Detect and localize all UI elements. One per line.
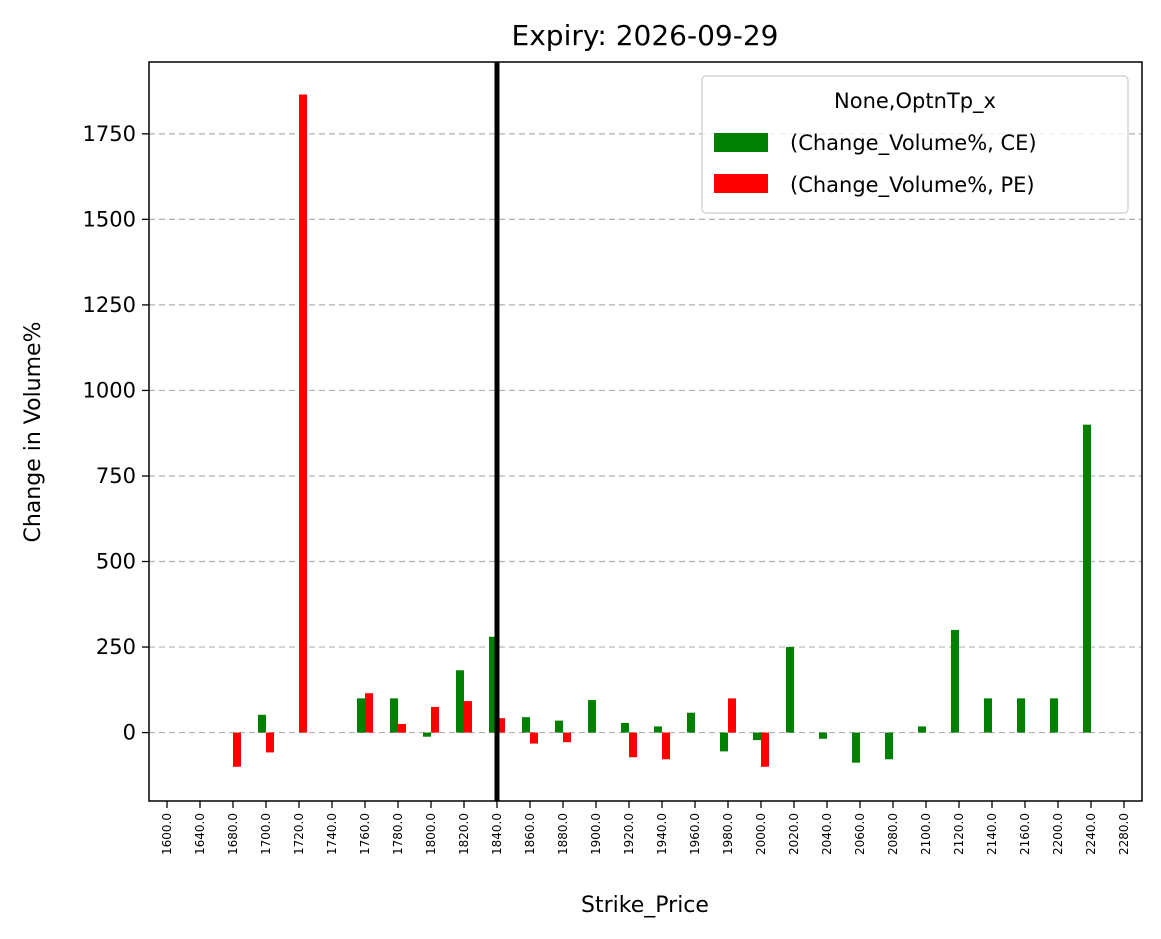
bar-ce-2060.0 bbox=[852, 732, 860, 763]
bar-ce-1940.0 bbox=[654, 726, 662, 733]
bar-ce-1700.0 bbox=[258, 714, 266, 733]
bar-ce-1840.0 bbox=[489, 636, 497, 733]
x-tick-label: 2020.0 bbox=[787, 813, 801, 855]
bar-pe-1760.0 bbox=[365, 693, 373, 733]
bar-ce-1900.0 bbox=[588, 700, 596, 733]
x-tick-label: 2040.0 bbox=[820, 813, 834, 855]
x-tick-label: 1700.0 bbox=[259, 813, 273, 855]
x-tick-label: 1860.0 bbox=[523, 813, 537, 855]
x-axis-label: Strike_Price bbox=[581, 893, 709, 918]
x-tick-label: 2280.0 bbox=[1117, 813, 1131, 855]
x-tick-label: 2000.0 bbox=[754, 813, 768, 855]
chart-title: Expiry: 2026-09-29 bbox=[512, 19, 779, 52]
bar-ce-2040.0 bbox=[819, 732, 827, 739]
bar-pe-1680.0 bbox=[233, 732, 241, 767]
x-tick-label: 1820.0 bbox=[457, 813, 471, 855]
bar-ce-2100.0 bbox=[918, 726, 926, 733]
bar-pe-1800.0 bbox=[431, 706, 439, 733]
x-tick-label: 1940.0 bbox=[655, 813, 669, 855]
x-tick-label: 1760.0 bbox=[358, 813, 372, 855]
x-tick-label: 1640.0 bbox=[193, 813, 207, 855]
x-tick-label: 1800.0 bbox=[424, 813, 438, 855]
y-axis-label: Change in Volume% bbox=[21, 322, 46, 543]
y-tick-label: 1000 bbox=[83, 378, 136, 402]
y-tick-label: 250 bbox=[96, 635, 136, 659]
bar-ce-1760.0 bbox=[357, 698, 365, 733]
legend-box bbox=[701, 75, 1129, 214]
bars bbox=[233, 94, 1091, 767]
plot-frame bbox=[148, 61, 1143, 802]
bar-pe-1860.0 bbox=[530, 732, 538, 744]
bar-ce-2020.0 bbox=[786, 647, 794, 733]
bar-ce-2200.0 bbox=[1050, 698, 1058, 733]
x-tick-label: 1720.0 bbox=[292, 813, 306, 855]
x-axis: 1600.0 1640.0 1680.0 1700.0 1720.0 1740.0 1760… bbox=[160, 801, 1131, 855]
grid-lines bbox=[149, 133, 1142, 734]
y-tick-label: 500 bbox=[96, 550, 136, 574]
bar-pe-1820.0 bbox=[464, 701, 472, 733]
legend-title: None,OptnTp_x bbox=[834, 89, 996, 114]
x-tick-label: 1740.0 bbox=[325, 813, 339, 855]
bar-ce-2140.0 bbox=[984, 698, 992, 733]
bar-ce-1960.0 bbox=[687, 712, 695, 733]
bar-ce-1860.0 bbox=[522, 717, 530, 733]
x-tick-label: 1600.0 bbox=[160, 813, 174, 855]
bar-pe-1880.0 bbox=[563, 732, 571, 743]
bar-pe-1920.0 bbox=[629, 732, 637, 758]
x-tick-label: 1960.0 bbox=[688, 813, 702, 855]
bar-ce-1780.0 bbox=[390, 698, 398, 733]
x-tick-label: 1780.0 bbox=[391, 813, 405, 855]
x-tick-label: 1680.0 bbox=[226, 813, 240, 855]
bar-ce-1800.0 bbox=[423, 732, 431, 737]
legend-label-pe: (Change_Volume%, PE) bbox=[790, 173, 1035, 198]
y-tick-label: 0 bbox=[123, 721, 136, 745]
x-tick-label: 2080.0 bbox=[886, 813, 900, 855]
bar-ce-1880.0 bbox=[555, 720, 563, 733]
x-tick-label: 2160.0 bbox=[1018, 813, 1032, 855]
x-tick-label: 1840.0 bbox=[490, 813, 504, 855]
bar-pe-1840.0 bbox=[497, 718, 505, 733]
y-axis: 0 250 500 750 1000 1250 1500 1750 bbox=[83, 122, 149, 745]
legend-label-ce: (Change_Volume%, CE) bbox=[790, 131, 1037, 156]
x-tick-label: 1920.0 bbox=[622, 813, 636, 855]
y-tick-label: 1250 bbox=[83, 293, 136, 317]
bar-ce-1980.0 bbox=[720, 732, 728, 752]
bar-pe-1720.0 bbox=[299, 94, 307, 733]
x-tick-label: 2140.0 bbox=[985, 813, 999, 855]
x-tick-label: 1900.0 bbox=[589, 813, 603, 855]
bar-pe-2000.0 bbox=[761, 732, 769, 767]
x-tick-label: 1880.0 bbox=[556, 813, 570, 855]
x-tick-label: 1980.0 bbox=[721, 813, 735, 855]
x-tick-label: 2060.0 bbox=[853, 813, 867, 855]
legend: None,OptnTp_x (Change_Volume%, CE) (Chan… bbox=[701, 75, 1129, 214]
bar-ce-2160.0 bbox=[1017, 698, 1025, 733]
x-tick-label: 2120.0 bbox=[952, 813, 966, 855]
x-tick-label: 2200.0 bbox=[1051, 813, 1065, 855]
bar-ce-2000.0 bbox=[753, 732, 761, 741]
y-tick-label: 1500 bbox=[83, 207, 136, 231]
y-tick-label: 750 bbox=[96, 464, 136, 488]
bar-pe-1700.0 bbox=[266, 732, 274, 753]
bar-ce-2240.0 bbox=[1083, 424, 1091, 733]
bar-ce-2120.0 bbox=[951, 629, 959, 733]
bar-pe-1940.0 bbox=[662, 732, 670, 760]
y-tick-label: 1750 bbox=[83, 122, 136, 146]
legend-swatch-ce bbox=[714, 133, 768, 152]
x-tick-label: 2100.0 bbox=[919, 813, 933, 855]
bar-pe-1780.0 bbox=[398, 724, 406, 733]
bar-ce-1920.0 bbox=[621, 722, 629, 733]
bar-ce-1820.0 bbox=[456, 670, 464, 733]
legend-swatch-pe bbox=[714, 174, 768, 193]
x-tick-label: 2240.0 bbox=[1084, 813, 1098, 855]
bar-pe-1980.0 bbox=[728, 698, 736, 733]
bar-ce-2080.0 bbox=[885, 732, 893, 760]
